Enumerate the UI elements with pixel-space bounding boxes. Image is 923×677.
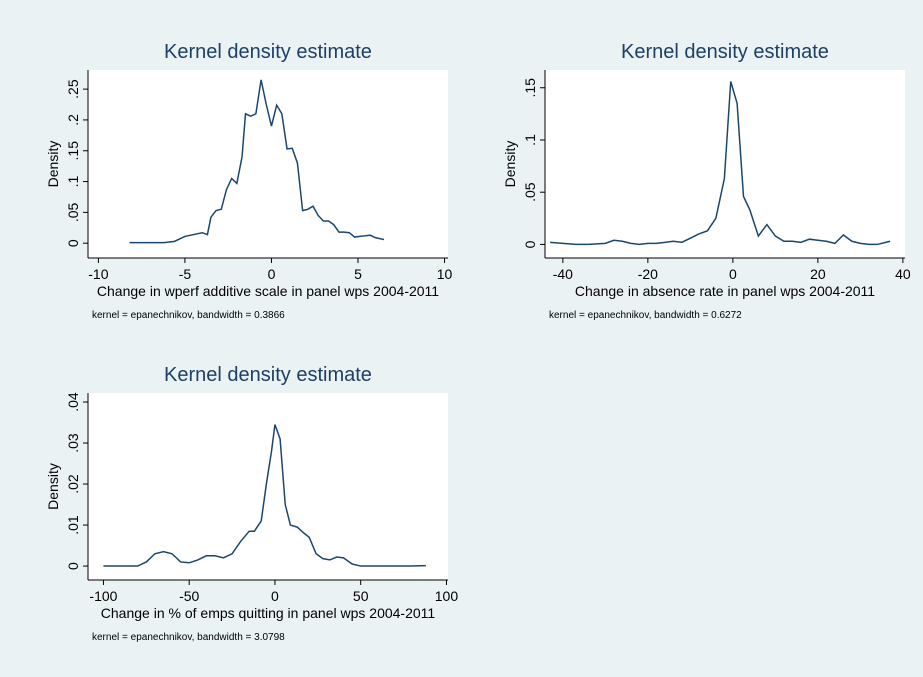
- y-tick-label: .05: [522, 182, 538, 202]
- y-axis-label: Density: [45, 141, 61, 188]
- note: kernel = epanechnikov, bandwidth = 3.079…: [92, 632, 285, 643]
- x-axis-label: Change in % of emps quitting in panel wp…: [101, 605, 436, 621]
- plot-area: [88, 393, 448, 580]
- y-tick-label: .03: [65, 433, 81, 453]
- x-axis-label: Change in wperf additive scale in panel …: [97, 283, 439, 299]
- x-tick-label: -10: [88, 266, 108, 282]
- y-tick-label: .15: [522, 78, 538, 98]
- x-tick-label: 0: [268, 266, 276, 282]
- panel-title: Kernel density estimate: [164, 364, 372, 386]
- x-tick-label: 20: [810, 266, 826, 282]
- x-tick-label: 100: [435, 588, 459, 604]
- panel: Kernel density estimate -100 -50 0 50 100 0 .01…: [45, 364, 458, 643]
- y-axis-label: Density: [502, 141, 518, 188]
- x-tick-label: 50: [353, 588, 369, 604]
- y-tick-label: .25: [65, 79, 81, 99]
- x-tick-label: -5: [179, 266, 192, 282]
- panel-title: Kernel density estimate: [164, 41, 372, 63]
- y-tick-label: .15: [65, 141, 81, 161]
- y-tick-label: .02: [65, 474, 81, 494]
- y-tick-label: .04: [65, 392, 81, 412]
- y-tick-label: .2: [65, 114, 81, 126]
- x-tick-label: 10: [437, 266, 453, 282]
- y-axis-label: Density: [45, 463, 61, 510]
- panel: Kernel density estimate -40 -20 0 20 40 0 .05 .1…: [502, 41, 911, 321]
- y-tick-label: .1: [522, 134, 538, 146]
- x-tick-label: 40: [895, 266, 911, 282]
- x-tick-label: 0: [271, 588, 279, 604]
- x-tick-label: -50: [179, 588, 199, 604]
- note: kernel = epanechnikov, bandwidth = 0.386…: [92, 310, 285, 321]
- y-tick-label: .1: [65, 176, 81, 188]
- x-tick-label: 0: [729, 266, 737, 282]
- x-tick-label: -40: [553, 266, 573, 282]
- density-line: [103, 424, 426, 567]
- y-tick-label: .05: [65, 202, 81, 222]
- panel-title: Kernel density estimate: [621, 41, 829, 63]
- plot-area: [88, 70, 448, 258]
- x-axis-label: Change in absence rate in panel wps 2004…: [575, 283, 875, 299]
- y-tick-label: 0: [522, 240, 538, 248]
- density-line: [129, 79, 385, 244]
- x-tick-label: 5: [354, 266, 362, 282]
- y-tick-label: .01: [65, 515, 81, 535]
- x-tick-label: -100: [89, 588, 117, 604]
- x-tick-label: -20: [638, 266, 658, 282]
- y-tick-label: 0: [65, 562, 81, 570]
- panel: Kernel density estimate -10 -5 0 5 10 0 .05 .1 .1…: [45, 41, 453, 321]
- density-line: [550, 81, 891, 246]
- y-tick-label: 0: [65, 239, 81, 247]
- note: kernel = epanechnikov, bandwidth = 0.627…: [549, 310, 742, 321]
